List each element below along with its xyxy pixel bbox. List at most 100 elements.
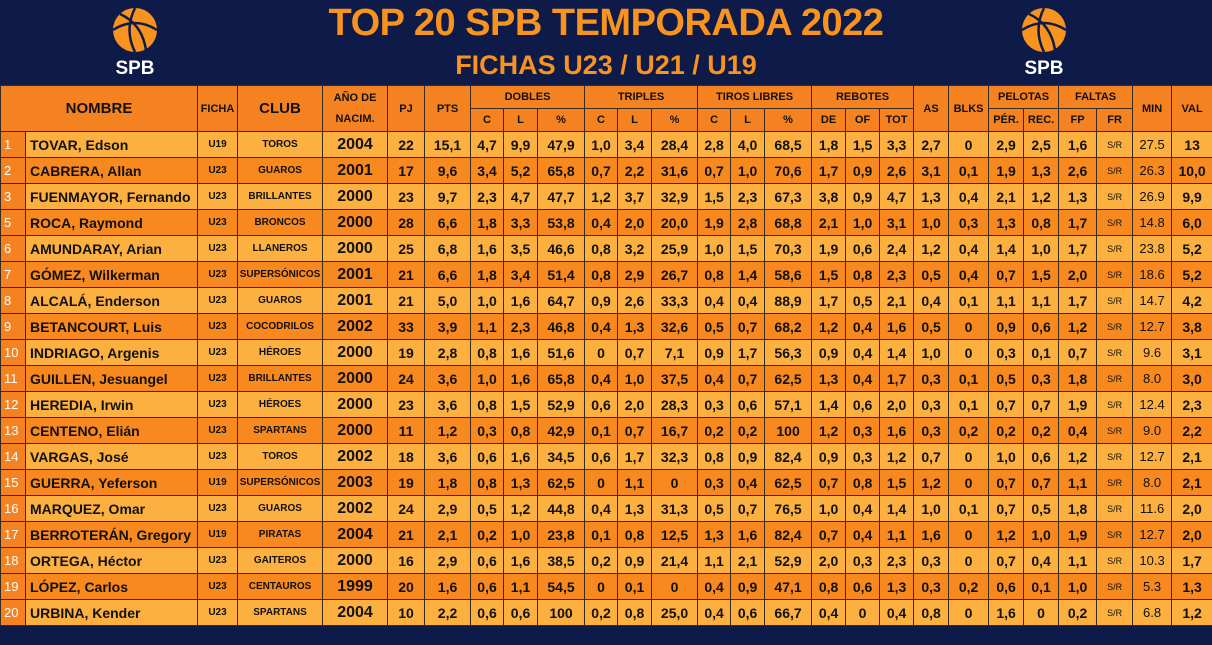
cell: 2002 xyxy=(322,495,389,522)
cell: 4,7 xyxy=(470,131,505,158)
cell: 1,6 xyxy=(1058,131,1098,158)
cell: 3,5 xyxy=(503,235,539,262)
cell: 3 xyxy=(0,183,26,210)
cell: 3,6 xyxy=(424,443,472,470)
cell: 52,9 xyxy=(537,391,586,418)
cell: 0,7 xyxy=(584,157,619,184)
cell: 0,7 xyxy=(913,443,950,470)
cell: 65,8 xyxy=(537,157,586,184)
cell: 0,7 xyxy=(1023,391,1060,418)
cell: HÉROES xyxy=(237,391,324,418)
column-header: VAL xyxy=(1171,85,1212,132)
cell: 13 xyxy=(0,417,26,444)
logo: SPB xyxy=(1021,7,1067,79)
cell: 0,5 xyxy=(470,495,505,522)
cell: 0,6 xyxy=(988,573,1025,600)
cell: 0 xyxy=(948,469,990,496)
cell: 33,3 xyxy=(651,287,699,314)
cell: 0,1 xyxy=(1023,339,1060,366)
cell: 5,2 xyxy=(503,157,539,184)
cell: 26.9 xyxy=(1132,183,1173,210)
cell: 0,2 xyxy=(697,417,732,444)
cell: 0,4 xyxy=(811,599,847,626)
cell: 1,1 xyxy=(470,313,505,340)
cell: 1,5 xyxy=(845,131,881,158)
cell: 7 xyxy=(0,261,26,288)
banner: SPB TOP 20 SPB TEMPORADA 2022 FICHAS U23… xyxy=(0,0,1212,85)
cell: 9,9 xyxy=(1171,183,1212,210)
cell: 0,8 xyxy=(584,235,619,262)
cell: 1,2 xyxy=(988,521,1025,548)
cell: 0,8 xyxy=(697,443,732,470)
cell: 0,6 xyxy=(584,443,619,470)
cell: 3,4 xyxy=(503,261,539,288)
cell: CENTENO, Elián xyxy=(24,417,199,444)
cell: 1,1 xyxy=(503,573,539,600)
column-header: MIN xyxy=(1132,85,1173,132)
cell: INDRIAGO, Argenis xyxy=(24,339,199,366)
cell: 2,9 xyxy=(988,131,1025,158)
cell: 2,0 xyxy=(879,391,915,418)
cell: 0,8 xyxy=(503,417,539,444)
cell: 0,1 xyxy=(948,495,990,522)
cell: 0,4 xyxy=(913,287,950,314)
cell: 5,2 xyxy=(1171,261,1212,288)
cell: 1,0 xyxy=(988,443,1025,470)
cell: 1,1 xyxy=(1023,287,1060,314)
cell: 3,8 xyxy=(1171,313,1212,340)
cell: 52,9 xyxy=(764,547,813,574)
cell: 2,3 xyxy=(879,261,915,288)
cell: 0,8 xyxy=(845,261,881,288)
cell: 2,3 xyxy=(1171,391,1212,418)
cell: U23 xyxy=(197,443,239,470)
cell: 1,7 xyxy=(811,287,847,314)
cell: 0,3 xyxy=(470,417,505,444)
cell: 2004 xyxy=(322,599,389,626)
cell: 1,6 xyxy=(424,573,472,600)
cell: 0,6 xyxy=(1023,313,1060,340)
cell: 70,6 xyxy=(764,157,813,184)
cell: 3,7 xyxy=(617,183,653,210)
cell: 1,7 xyxy=(1058,235,1098,262)
cell: 32,6 xyxy=(651,313,699,340)
cell: 1,6 xyxy=(879,313,915,340)
cell: 54,5 xyxy=(537,573,586,600)
cell: 1,9 xyxy=(988,157,1025,184)
cell: FUENMAYOR, Fernando xyxy=(24,183,199,210)
cell: 2,9 xyxy=(424,547,472,574)
cell: 21,4 xyxy=(651,547,699,574)
cell: 2,2 xyxy=(424,599,472,626)
cell: 0,1 xyxy=(948,365,990,392)
sub-header: FR xyxy=(1096,108,1134,132)
cell: 0,7 xyxy=(697,157,732,184)
cell: 1,6 xyxy=(503,287,539,314)
cell: U19 xyxy=(197,131,239,158)
sub-header: OF xyxy=(845,108,881,132)
cell: 28 xyxy=(387,209,426,236)
cell: 46,6 xyxy=(537,235,586,262)
cell: 21 xyxy=(387,287,426,314)
cell: 0,7 xyxy=(988,391,1025,418)
column-header: CLUB xyxy=(237,85,324,132)
cell: 0,1 xyxy=(617,573,653,600)
cell: 0,7 xyxy=(811,469,847,496)
cell: 62,5 xyxy=(537,469,586,496)
cell: 0,4 xyxy=(845,365,881,392)
cell: 2,3 xyxy=(730,183,766,210)
cell: 0,9 xyxy=(811,339,847,366)
player-row: 14 VARGAS, José U23 TOROS 2002 18 3,6 0,6 1,6 34,… xyxy=(0,443,1212,470)
cell: 9,9 xyxy=(503,131,539,158)
cell: 0,7 xyxy=(988,469,1025,496)
cell: 1,3 xyxy=(988,209,1025,236)
cell: 51,6 xyxy=(537,339,586,366)
cell: 37,5 xyxy=(651,365,699,392)
cell: 1,4 xyxy=(879,495,915,522)
cell: 2001 xyxy=(322,157,389,184)
cell: U23 xyxy=(197,157,239,184)
cell: 2,0 xyxy=(617,209,653,236)
cell: U23 xyxy=(197,209,239,236)
cell: U23 xyxy=(197,547,239,574)
cell: 1,1 xyxy=(617,469,653,496)
cell: 20 xyxy=(387,573,426,600)
cell: 1,4 xyxy=(879,339,915,366)
